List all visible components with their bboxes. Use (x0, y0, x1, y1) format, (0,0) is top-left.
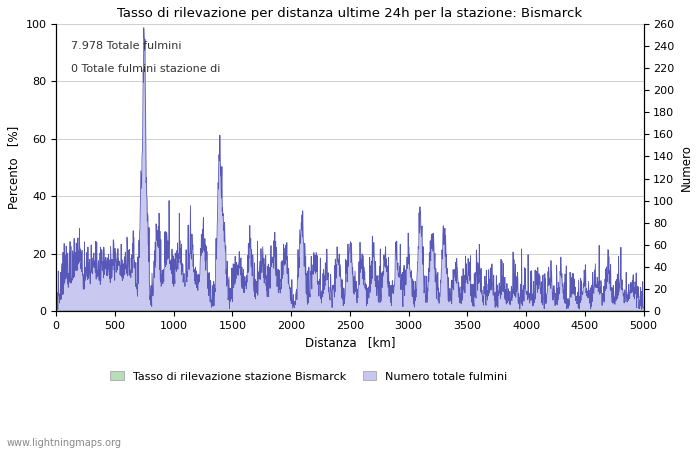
Text: 0 Totale fulmini stazione di: 0 Totale fulmini stazione di (71, 64, 220, 74)
Y-axis label: Numero: Numero (680, 144, 693, 191)
Text: www.lightningmaps.org: www.lightningmaps.org (7, 438, 122, 448)
Y-axis label: Percento   [%]: Percento [%] (7, 126, 20, 209)
X-axis label: Distanza   [km]: Distanza [km] (304, 336, 395, 349)
Title: Tasso di rilevazione per distanza ultime 24h per la stazione: Bismarck: Tasso di rilevazione per distanza ultime… (118, 7, 582, 20)
Text: 7.978 Totale fulmini: 7.978 Totale fulmini (71, 41, 181, 51)
Legend: Tasso di rilevazione stazione Bismarck, Numero totale fulmini: Tasso di rilevazione stazione Bismarck, … (106, 367, 512, 386)
